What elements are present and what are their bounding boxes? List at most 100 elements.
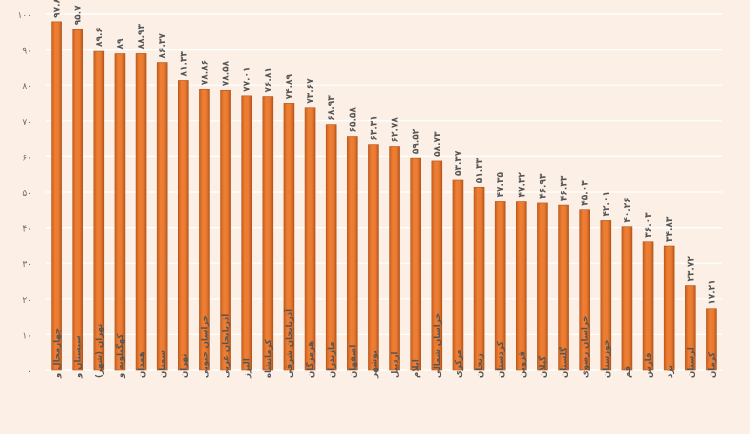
- bar: [262, 96, 274, 371]
- y-tick-label: ۱۰: [22, 331, 32, 341]
- bar-value-label: ۵۸.۷۳: [433, 131, 443, 157]
- category-label: لرستان: [686, 347, 696, 378]
- category-label: بوشهر: [369, 350, 379, 379]
- bar-value-label: ۴۵.۰۳: [581, 180, 591, 206]
- bar-value-label: ۴۷.۳۵: [496, 172, 506, 198]
- bar-value-label: ۴۶.۳۳: [560, 175, 570, 201]
- category-label: چهارمحال و: [53, 328, 63, 379]
- bar-value-label: ۶۸.۹۳: [327, 95, 337, 121]
- category-label: قم: [623, 366, 633, 378]
- y-tick-label: ۷۰: [22, 118, 32, 128]
- bar: [410, 157, 421, 371]
- bar-value-label: ۶۵.۵۸: [348, 107, 358, 133]
- bar: [199, 88, 210, 371]
- bar-value-label: ۹۷.۸: [53, 0, 63, 18]
- bar-value-label: ۷۶.۸۱: [264, 67, 274, 92]
- category-label: تهران: [179, 354, 189, 378]
- bar-value-label: ۶۲.۷۸: [391, 117, 401, 143]
- category-label: سیستان و: [74, 335, 84, 379]
- category-label: زنجان: [475, 353, 485, 378]
- category-label: سمنان: [158, 350, 168, 378]
- bar-value-label: ۴۲.۰۱: [602, 191, 612, 216]
- bar: [347, 136, 358, 371]
- bar-value-label: ۴۰.۲۶: [623, 197, 633, 222]
- category-label: اردبیل: [391, 351, 401, 378]
- bar: [452, 179, 464, 371]
- bar-value-label: ۳۶.۰۳: [644, 212, 654, 238]
- bar-value-label: ۹۵.۷: [74, 5, 84, 25]
- bar: [642, 241, 654, 371]
- bar-value-label: ۸۸.۹۳: [137, 24, 147, 50]
- bar-value-label: ۵۹.۵۲: [412, 128, 422, 154]
- bar: [558, 204, 569, 371]
- bar-value-label: ۷۷.۰۱: [243, 66, 253, 91]
- category-label: البرز: [243, 358, 253, 379]
- bar-value-label: ۴۷.۳۲: [517, 172, 527, 198]
- category-label: گلستان: [559, 347, 570, 378]
- bar: [51, 21, 62, 371]
- category-label: یزد: [665, 365, 675, 378]
- category-label: خوزستان: [602, 339, 612, 378]
- bar-value-label: ۴۶.۹۳: [538, 173, 548, 199]
- bar-value-label: ۳۴.۸۳: [665, 216, 675, 242]
- y-tick-label: ۰: [27, 367, 32, 377]
- bar: [325, 124, 337, 371]
- bar: [473, 186, 485, 371]
- category-label: همدان: [137, 351, 147, 378]
- bar: [431, 160, 443, 371]
- category-label: مازندران: [327, 341, 337, 378]
- bar: [389, 146, 400, 371]
- y-tick-label: ۳۰: [22, 260, 32, 270]
- bar: [156, 62, 168, 371]
- category-label: خراسان رضوی: [581, 316, 591, 378]
- bar: [494, 201, 506, 371]
- bar-value-label: ۷۴.۸۹: [285, 73, 295, 99]
- bar-value-label: ۵۱.۳۳: [475, 157, 485, 183]
- bar: [241, 95, 252, 371]
- bar: [93, 50, 105, 371]
- bar-value-label: ۶۳.۳۱: [369, 115, 379, 140]
- category-label: کردستان: [496, 341, 506, 378]
- bar: [114, 53, 126, 371]
- bar: [621, 226, 633, 371]
- bar-value-label: ۷۸.۵۸: [222, 60, 232, 86]
- category-label: قزوین: [517, 351, 527, 378]
- category-label: کهگیلویه و: [115, 334, 126, 379]
- bar-value-label: ۸۱.۳۳: [179, 51, 189, 77]
- y-tick-label: ۵۰: [22, 189, 32, 199]
- category-label: خراسان جنوبی: [200, 315, 210, 378]
- y-tick-label: ۹۰: [22, 47, 32, 57]
- bar: [579, 209, 590, 371]
- bar: [178, 80, 189, 371]
- category-label: مرکزی: [454, 349, 464, 378]
- category-label: ایلام: [412, 359, 422, 378]
- y-axis: ۰ ۱۰ ۲۰ ۳۰ ۴۰ ۵۰ ۶۰ ۷۰ ۸۰ ۹۰ ۱۰۰: [17, 11, 32, 377]
- value-labels: ۹۷.۸ ۹۵.۷ ۸۹.۶ ۸۹ ۸۸.۹۳ ۸۶.۳۷ ۸۱.۳۳ ۷۸.۸۶ ۷۸.۵۸ ۷…: [53, 0, 718, 305]
- category-labels: چهارمحال و سیستان و تهران (شهر) کهگیلویه و ه…: [53, 308, 718, 379]
- category-label: هرمزگان: [305, 341, 316, 378]
- category-label: کرمانشاه: [264, 339, 274, 378]
- bar-value-label: ۲۳.۷۲: [686, 256, 696, 282]
- bar-value-label: ۷۳.۶۷: [306, 78, 316, 104]
- y-tick-label: ۸۰: [22, 82, 32, 92]
- bar: [663, 245, 675, 371]
- category-label: کرمان: [707, 352, 717, 378]
- category-label: اصفهان: [348, 345, 358, 378]
- y-tick-label: ۴۰: [22, 225, 32, 235]
- bar: [220, 89, 231, 371]
- bar: [537, 202, 548, 371]
- bar: [706, 308, 717, 371]
- bar: [368, 144, 379, 371]
- category-label: آذربایجان غربی: [220, 313, 232, 378]
- bar-value-label: ۷۸.۸۶: [200, 60, 210, 85]
- bar-value-label: ۸۹.۶: [95, 27, 105, 47]
- category-label: خراسان شمالی: [433, 313, 443, 378]
- bar: [600, 220, 612, 371]
- bars: [51, 21, 717, 371]
- bar-value-label: ۵۳.۳۷: [454, 150, 464, 176]
- bar: [304, 107, 316, 371]
- bar-value-label: ۱۷.۲۱: [707, 279, 717, 304]
- category-label: تهران (شهر): [95, 324, 105, 378]
